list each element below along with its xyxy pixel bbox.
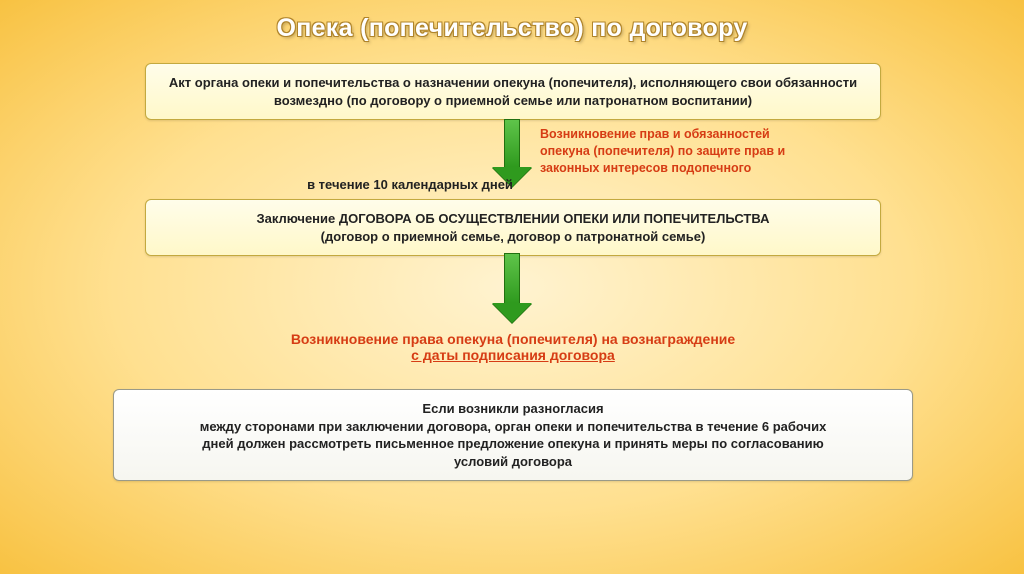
box-act-line2: возмездно (по договору о приемной семье … — [164, 92, 862, 110]
box-disputes-line2: между сторонами при заключении договора,… — [132, 418, 894, 436]
note-line3: законных интересов подопечного — [540, 160, 860, 177]
box-act-line1: Акт органа опеки и попечительства о назн… — [164, 74, 862, 92]
red-remuneration-block: Возникновение права опекуна (попечителя)… — [145, 331, 881, 363]
red-line1: Возникновение права опекуна (попечителя)… — [145, 331, 881, 347]
note-line2: опекуна (попечителя) по защите прав и — [540, 143, 860, 160]
note-rights-arise: Возникновение прав и обязанностей опекун… — [540, 126, 860, 177]
box-contract: Заключение ДОГОВОРА ОБ ОСУЩЕСТВЛЕНИИ ОПЕ… — [145, 199, 881, 256]
arrow-2 — [492, 253, 532, 323]
box-act: Акт органа опеки и попечительства о назн… — [145, 63, 881, 120]
box-disputes-line4: условий договора — [132, 453, 894, 471]
red-line2: с даты подписания договора — [145, 347, 881, 363]
box-contract-line1: Заключение ДОГОВОРА ОБ ОСУЩЕСТВЛЕНИИ ОПЕ… — [164, 210, 862, 228]
note-line1: Возникновение прав и обязанностей — [540, 126, 860, 143]
box-disputes: Если возникли разногласия между сторонам… — [113, 389, 913, 481]
box-disputes-line3: дней должен рассмотреть письменное предл… — [132, 435, 894, 453]
label-ten-days: в течение 10 календарных дней — [290, 177, 530, 192]
box-contract-line2: (договор о приемной семье, договор о пат… — [164, 228, 862, 246]
diagram-container: Акт органа опеки и попечительства о назн… — [0, 43, 1024, 567]
box-disputes-line1: Если возникли разногласия — [132, 400, 894, 418]
page-title: Опека (попечительство) по договору — [0, 0, 1024, 43]
